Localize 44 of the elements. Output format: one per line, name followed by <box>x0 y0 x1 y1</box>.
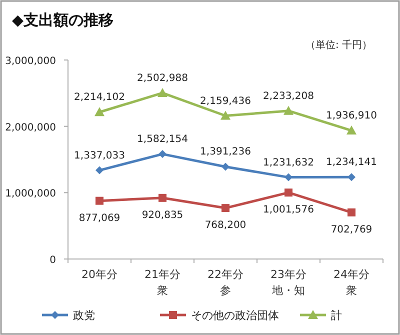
point <box>158 88 168 97</box>
point <box>284 173 292 182</box>
y-tick-label: 2,000,000 <box>5 122 56 134</box>
point <box>96 196 104 205</box>
x-tick-label: 23年分地・知 <box>270 267 307 299</box>
point <box>348 208 356 216</box>
point <box>284 188 292 197</box>
point <box>222 162 230 171</box>
data-label: 768,200 <box>204 220 246 232</box>
data-label: 920,835 <box>142 210 184 221</box>
legend-label: 政党 <box>73 309 95 322</box>
point <box>222 204 230 212</box>
x-tick-label: 20年分 <box>81 267 118 283</box>
x-tick-label: 22年分参 <box>207 267 244 299</box>
data-label: 2,233,208 <box>263 90 314 102</box>
data-label: 1,582,154 <box>137 134 188 146</box>
data-label: 1,337,033 <box>74 150 125 162</box>
point <box>220 110 230 120</box>
data-label: 1,231,632 <box>263 157 314 168</box>
text: （単位: 千円） <box>305 39 372 51</box>
y-tick-label: 3,000,000 <box>5 56 56 67</box>
data-label: 877,069 <box>78 212 120 224</box>
data-label: 2,159,436 <box>200 96 251 107</box>
point <box>158 194 166 202</box>
data-label: 2,502,988 <box>137 72 188 84</box>
x-tick-label: 24年分衆 <box>333 267 370 299</box>
data-label: 1,234,141 <box>326 157 377 168</box>
data-label: 1,391,236 <box>200 146 251 158</box>
point <box>346 126 356 135</box>
point <box>94 107 104 116</box>
point <box>348 173 356 182</box>
point <box>158 150 166 158</box>
legend-label: その他の政治団体 <box>191 309 279 322</box>
x-tick-label: 21年分衆 <box>144 267 181 299</box>
data-label: 702,769 <box>330 224 372 236</box>
data-label: 1,001,576 <box>263 204 314 216</box>
data-label: 1,936,910 <box>326 110 377 122</box>
data-label: 2,214,102 <box>74 92 125 104</box>
point <box>96 166 104 174</box>
y-tick-label: 1,000,000 <box>5 188 56 200</box>
point <box>284 106 294 115</box>
legend-label: 計 <box>331 309 342 322</box>
chart-title: ◆支出額の推移 <box>12 11 114 29</box>
y-tick-label: 0 <box>50 255 56 266</box>
